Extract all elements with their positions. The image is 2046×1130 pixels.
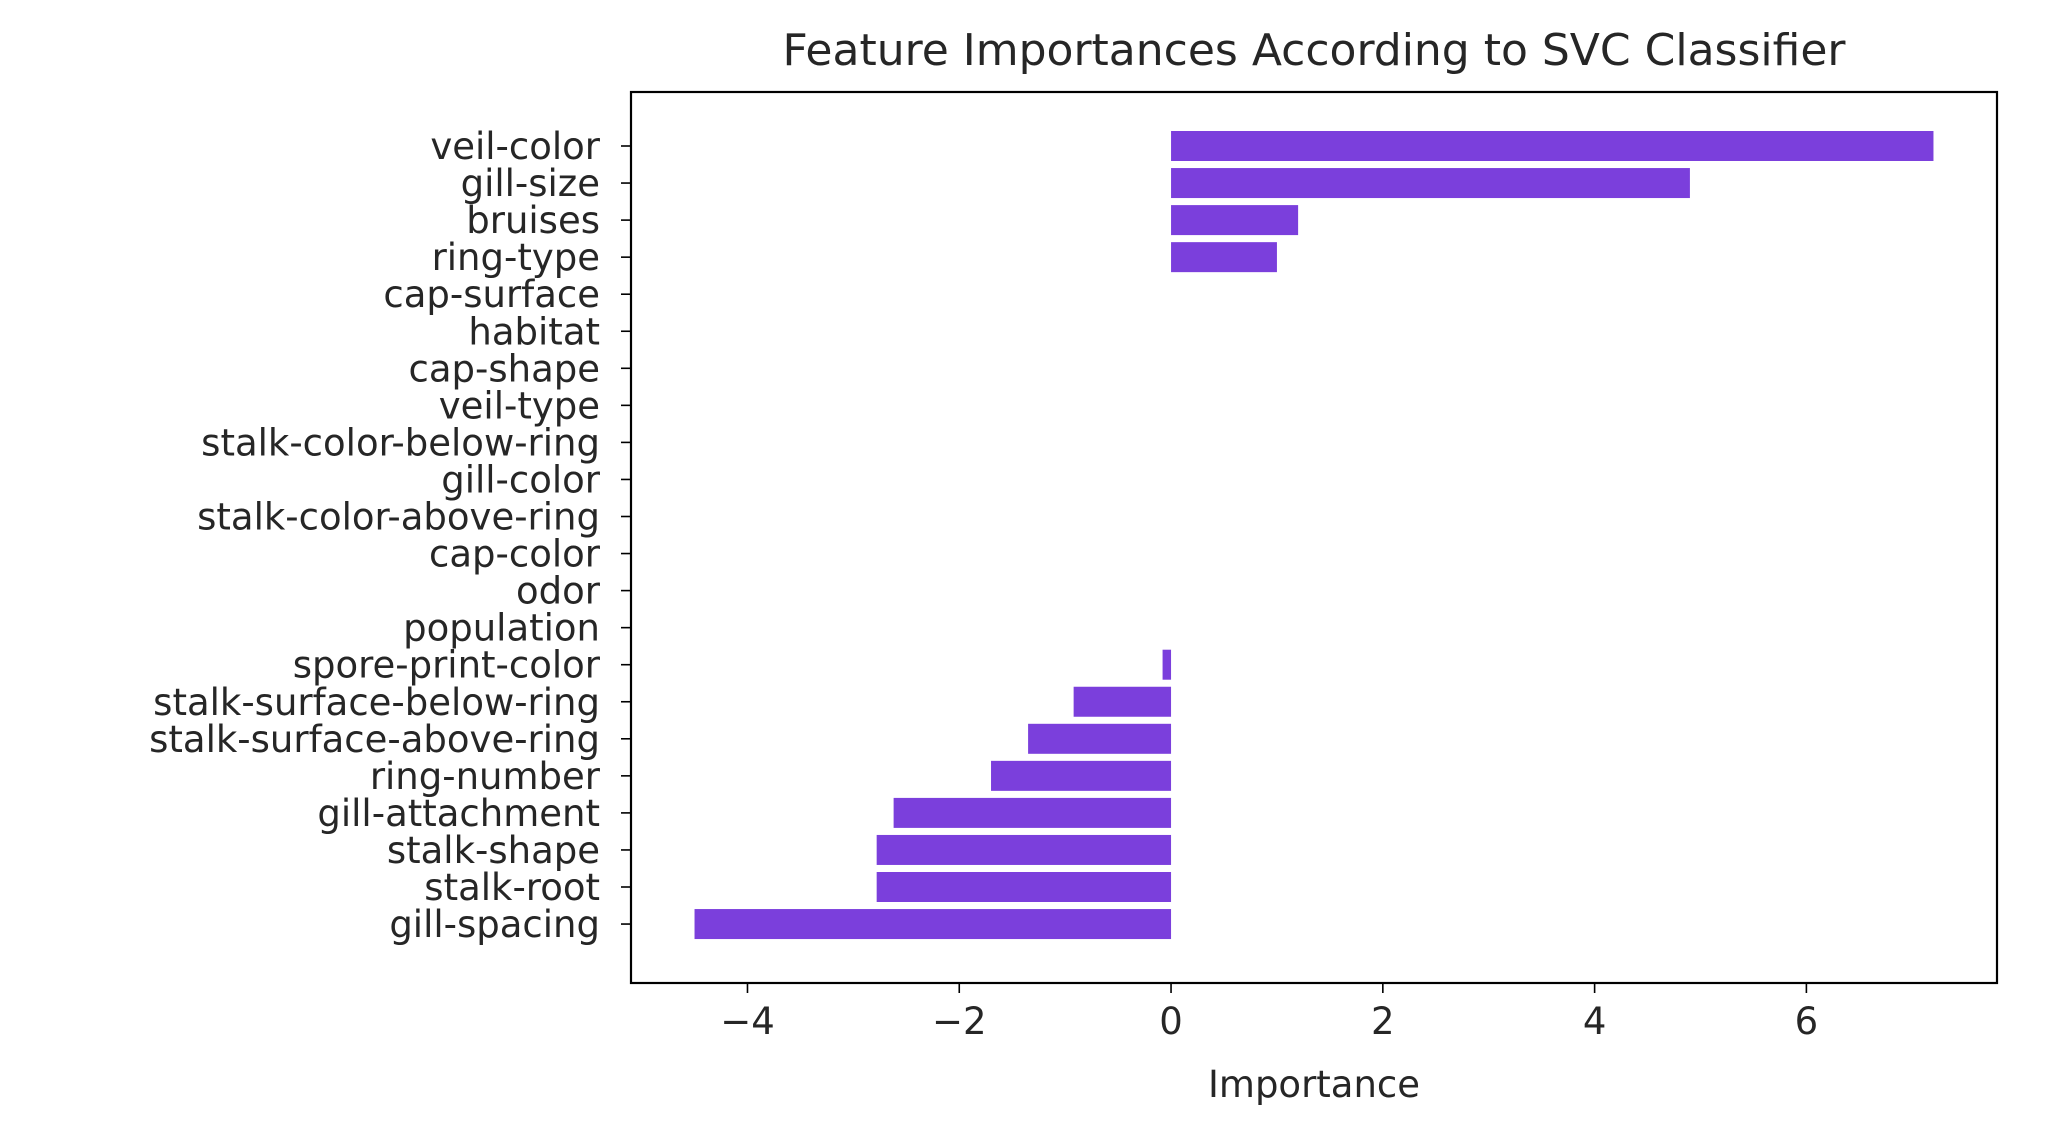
y-tick-label-stalk-root: stalk-root [424, 866, 600, 909]
bar-veil-color [1171, 131, 1934, 161]
y-tick-label-veil-color: veil-color [430, 125, 600, 168]
y-tick-label-spore-print-color: spore-print-color [293, 644, 601, 687]
chart-title: Feature Importances According to SVC Cla… [783, 25, 1847, 76]
bar-gill-size [1171, 168, 1690, 199]
y-tick-label-cap-shape: cap-shape [408, 347, 600, 390]
y-tick-label-stalk-shape: stalk-shape [387, 829, 600, 872]
bar-gill-attachment [893, 797, 1172, 828]
y-tick-label-gill-attachment: gill-attachment [317, 792, 600, 835]
y-tick-label-gill-color: gill-color [441, 458, 601, 501]
y-tick-label-cap-surface: cap-surface [383, 273, 600, 316]
y-tick-label-ring-number: ring-number [370, 755, 601, 798]
y-tick-label-stalk-surface-above-ring: stalk-surface-above-ring [149, 718, 600, 761]
x-tick-label: −2 [932, 1000, 987, 1043]
category-labels: veil-colorgill-sizebruisesring-typecap-s… [149, 125, 631, 946]
bar-ring-type [1171, 242, 1277, 273]
y-tick-label-bruises: bruises [466, 199, 600, 242]
x-tick-label: −4 [720, 1000, 775, 1043]
bar-spore-print-color [1162, 649, 1172, 680]
x-tick-label: 2 [1371, 1000, 1395, 1043]
y-tick-label-habitat: habitat [468, 310, 600, 353]
bars-layer [694, 131, 1934, 940]
bar-stalk-surface-below-ring [1073, 686, 1172, 717]
x-axis-ticks: −4 −2 0 2 4 6 [720, 983, 1818, 1043]
y-tick-label-stalk-color-below-ring: stalk-color-below-ring [201, 421, 600, 464]
x-tick-label: 0 [1159, 1000, 1183, 1043]
y-tick-label-odor: odor [516, 570, 601, 613]
bar-bruises [1171, 205, 1299, 236]
y-tick-label-gill-size: gill-size [461, 162, 600, 205]
bar-stalk-surface-above-ring [1028, 723, 1172, 754]
plot-frame [629, 90, 1999, 985]
bar-stalk-shape [876, 834, 1172, 865]
x-axis-label: Importance [1208, 1063, 1420, 1106]
y-tick-label-stalk-surface-below-ring: stalk-surface-below-ring [153, 681, 600, 724]
y-tick-label-ring-type: ring-type [432, 236, 600, 279]
y-tick-label-cap-color: cap-color [429, 533, 601, 576]
y-tick-label-stalk-color-above-ring: stalk-color-above-ring [197, 496, 600, 539]
bar-ring-number [991, 760, 1172, 791]
y-tick-label-population: population [403, 607, 600, 650]
x-tick-label: 4 [1583, 1000, 1607, 1043]
x-tick-label: 6 [1795, 1000, 1819, 1043]
y-tick-label-veil-type: veil-type [439, 384, 600, 427]
bar-gill-spacing [694, 909, 1172, 940]
y-tick-label-gill-spacing: gill-spacing [389, 903, 600, 946]
bar-stalk-root [876, 872, 1172, 902]
